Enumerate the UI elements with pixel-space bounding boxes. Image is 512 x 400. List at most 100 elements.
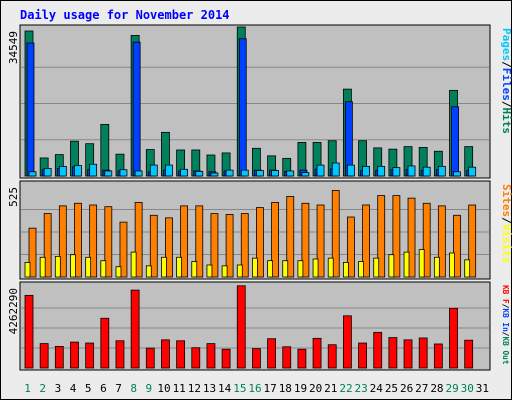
visits-bar xyxy=(28,227,37,278)
y-max-label: 34549 xyxy=(7,31,20,64)
x-tick-label: 3 xyxy=(55,382,62,395)
pages-bar xyxy=(165,164,173,177)
visits-bar xyxy=(225,214,234,278)
visits-bar xyxy=(377,195,386,278)
sites-bar xyxy=(236,264,243,278)
x-tick-label: 24 xyxy=(370,382,384,395)
x-tick-label: 2 xyxy=(39,382,46,395)
pages-bar xyxy=(346,164,355,177)
sites-bar xyxy=(39,256,46,278)
sites-bar xyxy=(252,257,258,278)
pages-bar xyxy=(119,169,128,177)
kbout-bar xyxy=(115,340,125,369)
visits-bar xyxy=(74,202,82,278)
kbout-bar xyxy=(176,340,186,369)
legend-entry: Pages xyxy=(500,28,512,61)
kbout-bar xyxy=(403,339,413,369)
x-tick-label: 13 xyxy=(203,382,216,395)
panel-hits-files-pages: 34549 Pages/Files/Hits xyxy=(7,24,512,179)
x-tick-label: 4 xyxy=(70,382,77,395)
sites-bar xyxy=(54,256,61,278)
x-tick-label: 11 xyxy=(173,382,186,395)
y-max-label: 4262290 xyxy=(7,288,20,334)
x-tick-label: 25 xyxy=(385,382,398,395)
x-tick-label: 9 xyxy=(146,382,153,395)
sites-bar xyxy=(388,254,395,278)
pages-bar xyxy=(240,169,249,177)
legend-entry: / xyxy=(500,217,512,224)
sites-bar xyxy=(100,260,107,278)
x-tick-label: 18 xyxy=(279,382,292,395)
kbout-bar xyxy=(39,343,49,369)
pages-bar xyxy=(392,167,401,177)
pages-bar xyxy=(28,171,37,177)
pages-bar xyxy=(210,172,219,177)
visits-bar xyxy=(422,202,431,278)
sites-bar xyxy=(161,256,167,278)
kbout-bar xyxy=(221,348,231,369)
visits-bar xyxy=(271,202,279,278)
x-tick-label: 10 xyxy=(157,382,170,395)
kbout-bar xyxy=(85,342,95,369)
x-tick-label: 28 xyxy=(430,382,443,395)
pages-bar xyxy=(468,166,477,177)
visits-bar xyxy=(180,205,189,278)
x-tick-label: 30 xyxy=(461,382,474,395)
visits-bar xyxy=(392,195,401,278)
visits-bar xyxy=(286,196,295,278)
visits-bar xyxy=(468,204,477,278)
legend-entry: Files xyxy=(500,68,512,101)
pages-bar xyxy=(286,170,295,177)
pages-bar xyxy=(195,170,204,177)
pages-bar xyxy=(134,170,143,177)
kbout-bar xyxy=(418,337,428,369)
visits-bar xyxy=(210,213,219,278)
sites-bar xyxy=(342,262,349,278)
visits-bar xyxy=(165,217,173,278)
kbout-bar xyxy=(130,289,140,369)
kbout-bar xyxy=(388,337,398,369)
x-tick-label: 14 xyxy=(218,382,232,395)
sites-bar xyxy=(312,258,319,278)
sites-bar xyxy=(145,265,152,278)
sites-bar xyxy=(70,254,76,278)
sites-bar xyxy=(282,260,289,278)
x-tick-label: 16 xyxy=(248,382,261,395)
pages-bar xyxy=(256,170,264,177)
sites-bar xyxy=(449,252,455,278)
visits-bar xyxy=(362,204,370,278)
pages-bar xyxy=(180,168,189,177)
sites-bar xyxy=(327,257,334,278)
kbout-bar xyxy=(297,348,307,369)
x-tick-label: 15 xyxy=(233,382,246,395)
files-bar xyxy=(451,106,459,177)
legend-entry: / xyxy=(501,332,510,337)
visits-bar xyxy=(240,213,249,278)
x-tick-label: 7 xyxy=(115,382,122,395)
visits-bar xyxy=(195,205,204,278)
kbout-bar xyxy=(236,285,246,369)
panel-visits-sites: 525 Sites/Visits xyxy=(7,180,512,280)
pages-bar xyxy=(225,169,234,177)
legend-entry: / xyxy=(501,304,510,309)
visits-bar xyxy=(301,202,310,278)
kbout-bar xyxy=(327,344,337,369)
kbout-bar xyxy=(145,347,155,369)
sites-bar xyxy=(206,264,213,278)
kbout-bar xyxy=(100,317,110,369)
visits-bar xyxy=(89,204,98,278)
legend-entry: KB F xyxy=(501,285,510,304)
pages-bar xyxy=(362,165,370,177)
sites-bar xyxy=(130,251,137,278)
pages-bar xyxy=(407,165,416,177)
pages-bar xyxy=(422,166,431,177)
pages-bar xyxy=(271,170,279,177)
legend-entry: KB In xyxy=(501,308,510,332)
x-tick-label: 8 xyxy=(130,382,137,395)
panel-legend: KB F/KB In/KB Out xyxy=(501,285,510,365)
sites-bar xyxy=(373,257,380,278)
pages-bar xyxy=(331,162,340,177)
sites-bar xyxy=(115,266,122,278)
kbout-bar xyxy=(433,343,443,369)
